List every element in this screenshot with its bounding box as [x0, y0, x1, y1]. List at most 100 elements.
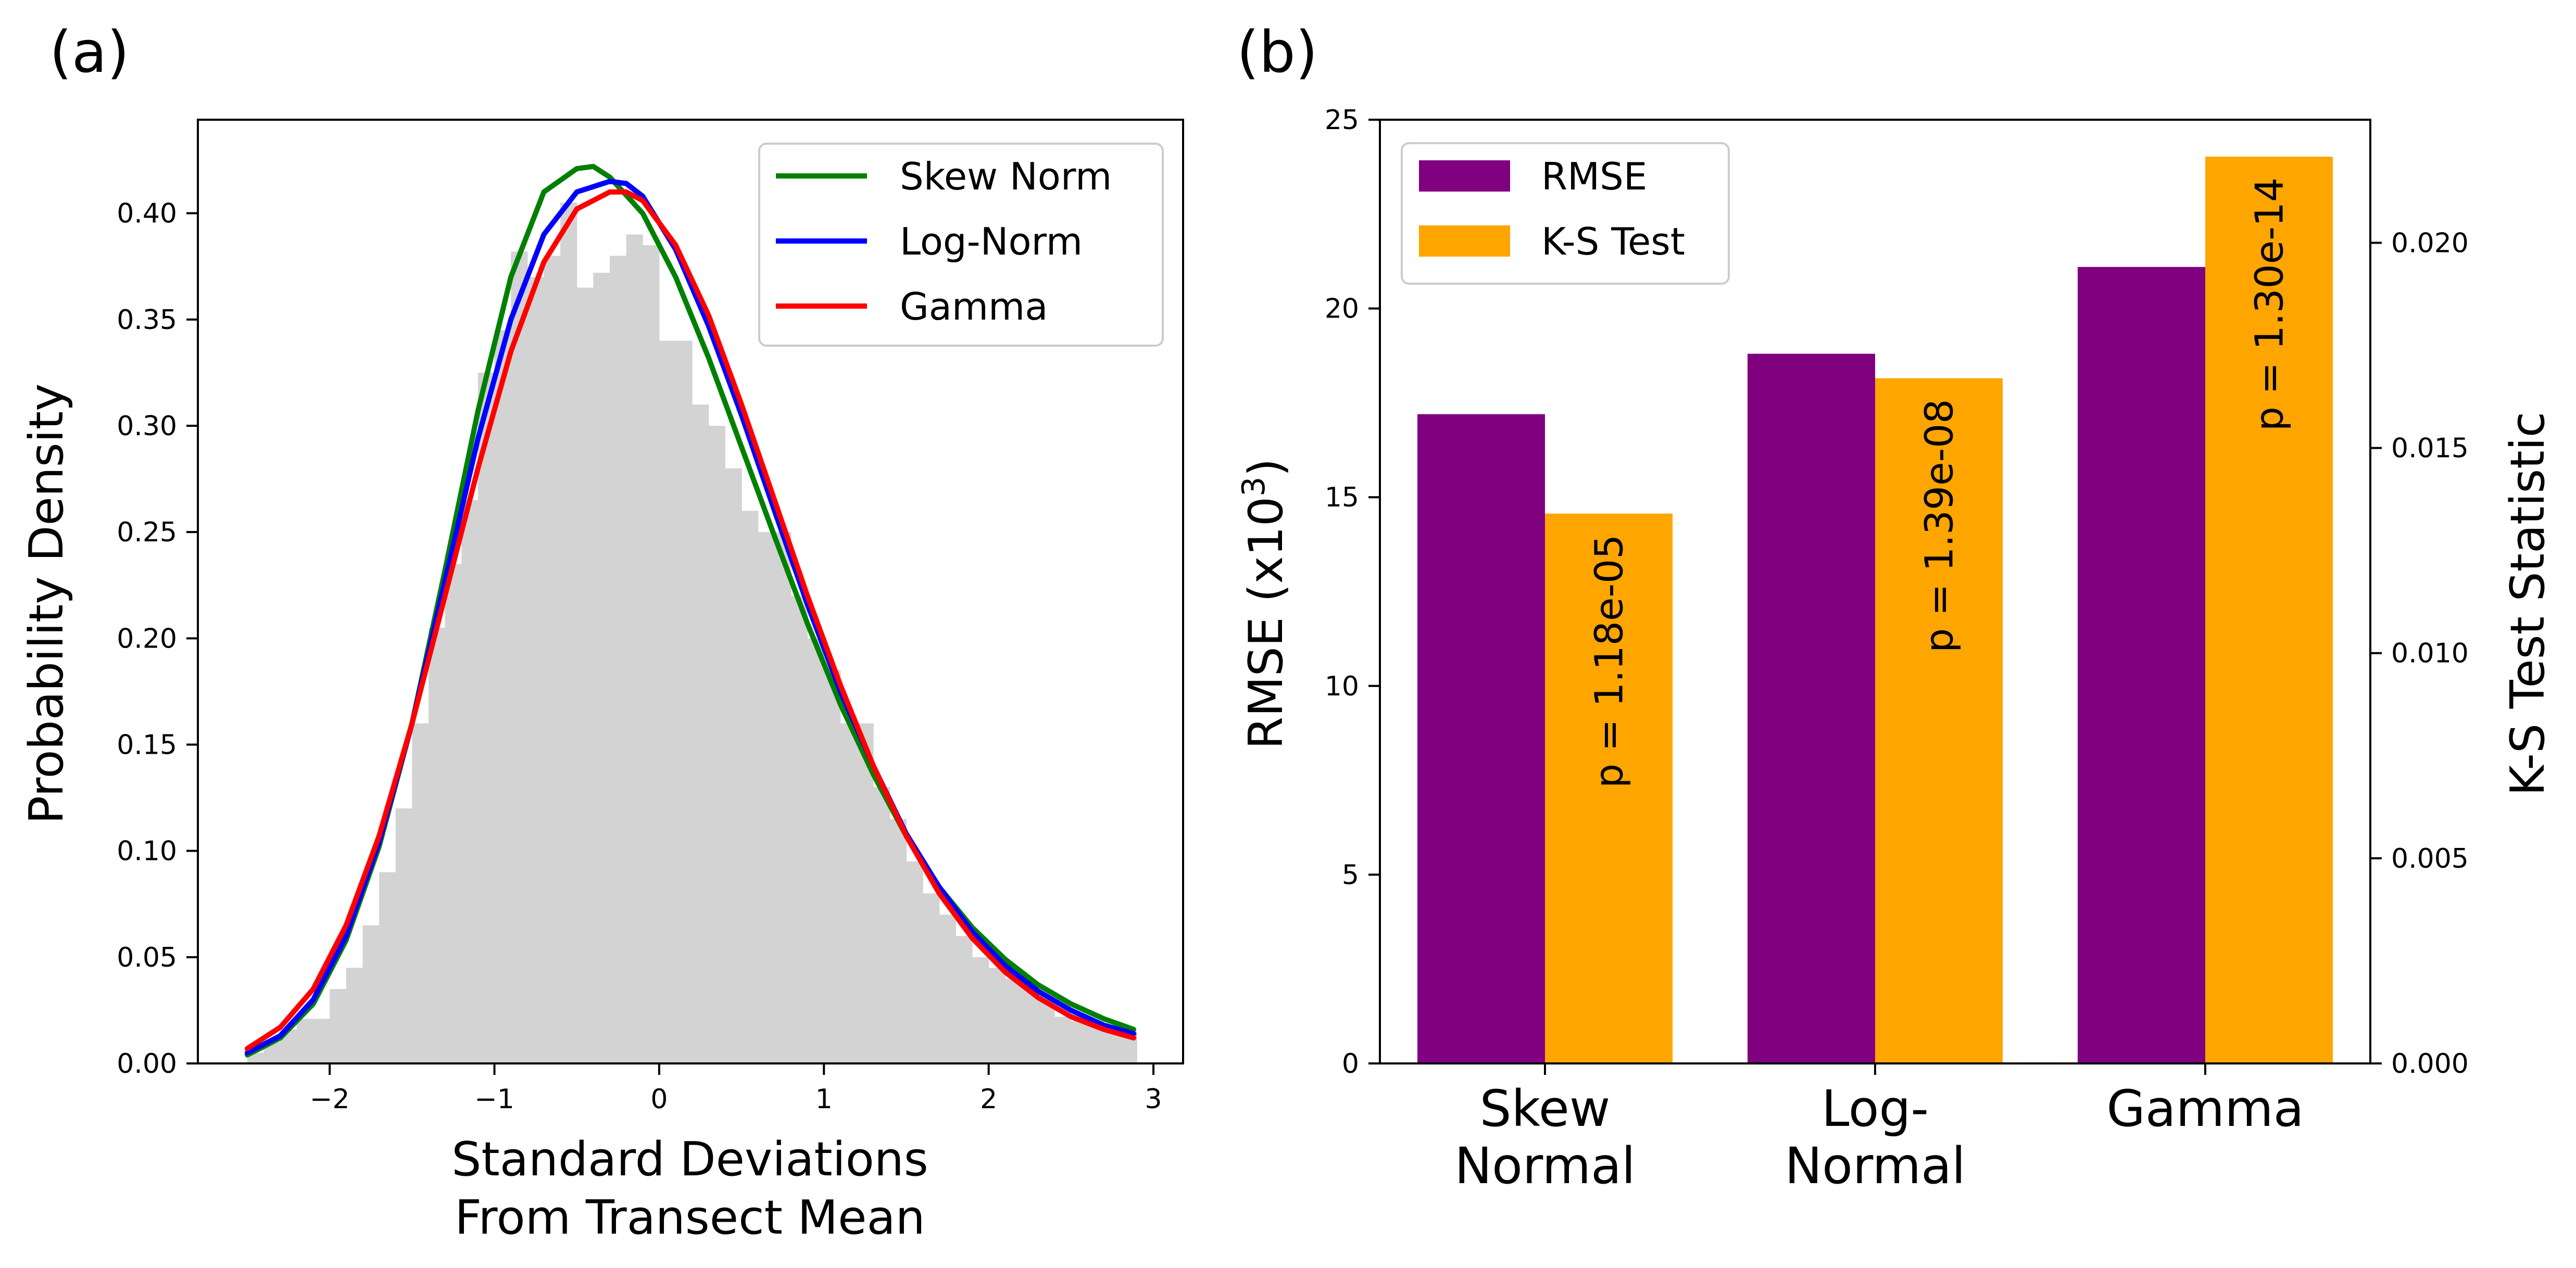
right-y-tick-label: 0.010: [2391, 638, 2469, 669]
p-value-label: p = 1.18e-05: [1587, 535, 1632, 788]
bar-ks-test: [2205, 156, 2333, 1063]
panel-b: (b) p = 1.18e-05 p = 1.39e-08 p = 1.30e-14…: [1236, 19, 2555, 1195]
category-label: Log-: [1821, 1080, 1929, 1138]
x-axis-label-line1: Standard Deviations: [451, 1132, 928, 1187]
left-y-tick-label: 5: [1342, 859, 1359, 891]
histogram-bar: [790, 595, 808, 1063]
density-lines: [244, 163, 1137, 1058]
y-tick-label: 0.20: [117, 623, 177, 654]
histogram-bar: [659, 340, 676, 1063]
x-tick-label: 1: [815, 1084, 833, 1115]
right-y-tick-label: 0.005: [2391, 843, 2469, 874]
histogram-bar: [708, 426, 726, 1063]
p-value-label: p = 1.39e-08: [1917, 399, 1962, 653]
x-axis-ticks: −2 −1 0 1 2 3: [310, 1063, 1162, 1115]
plot-a-frame: [197, 119, 1184, 1064]
bar-ks-test: [1545, 513, 1673, 1063]
histogram-bar: [923, 893, 940, 1063]
histogram-bar: [330, 989, 347, 1063]
y-tick-label: 0.35: [117, 305, 177, 336]
right-y-axis-ticks: 0.000 0.005 0.010 0.015 0.020: [2370, 227, 2469, 1080]
histogram-bar: [1038, 999, 1055, 1063]
histogram-bar: [758, 532, 775, 1063]
histogram-bar: [889, 819, 907, 1063]
histogram-bar: [807, 638, 824, 1063]
histogram-bar: [988, 968, 1006, 1063]
histogram-bar: [906, 861, 923, 1063]
left-y-axis-label: RMSE (x103): [1236, 459, 1293, 750]
legend-a: Skew Norm Log-Norm Gamma: [758, 143, 1164, 347]
panel-a-label: (a): [49, 19, 129, 85]
histogram-bar: [461, 500, 479, 1063]
histogram-bar: [593, 273, 610, 1063]
histogram-bar: [626, 234, 643, 1063]
histogram-bar: [1087, 1025, 1104, 1063]
histogram-bar: [428, 627, 446, 1063]
left-y-tick-label: 10: [1325, 671, 1359, 702]
right-y-tick-label: 0.015: [2391, 433, 2469, 464]
histogram-bar: [477, 372, 495, 1063]
p-value-label: p = 1.30e-14: [2247, 177, 2292, 431]
bar-rmse: [1417, 414, 1545, 1063]
y-tick-label: 0.10: [117, 836, 177, 867]
left-y-tick-label: 0: [1342, 1048, 1359, 1080]
left-y-tick-label: 25: [1325, 105, 1359, 136]
histogram-bar: [692, 404, 709, 1063]
legend-label: RMSE: [1541, 155, 1647, 198]
histogram-bar: [857, 723, 874, 1063]
histogram-bar: [675, 340, 693, 1063]
panel-a: (a) −2 −1 0 1 2 3 0.00 0.05 0.10 0.15 0.20 0.25 0.3…: [19, 19, 1184, 1245]
histogram: [247, 202, 1138, 1064]
x-axis-label-line2: From Transect Mean: [455, 1190, 925, 1245]
legend-swatch: [1419, 160, 1510, 192]
histogram-bar: [511, 251, 528, 1064]
histogram-bar: [956, 936, 973, 1063]
y-tick-label: 0.30: [117, 411, 177, 442]
left-y-tick-label: 20: [1325, 294, 1359, 325]
y-axis-ticks: 0.00 0.05 0.10 0.15 0.20 0.25 0.30 0.35 0.40: [117, 198, 198, 1080]
category-label: Normal: [1785, 1137, 1965, 1195]
left-y-axis-ticks: 0 5 10 15 20 25: [1325, 105, 1380, 1080]
histogram-bar: [362, 925, 380, 1063]
histogram-bar: [494, 330, 511, 1063]
histogram-bar: [840, 723, 858, 1063]
y-tick-label: 0.25: [117, 517, 177, 548]
y-axis-label: Probability Density: [19, 384, 74, 825]
histogram-bar: [643, 245, 660, 1064]
right-y-tick-label: 0.000: [2391, 1048, 2469, 1080]
category-label: Skew: [1480, 1080, 1611, 1138]
p-value-annotations: p = 1.18e-05 p = 1.39e-08 p = 1.30e-14: [1587, 177, 2292, 788]
legend-label: Log-Norm: [900, 220, 1083, 263]
x-tick-label: 3: [1145, 1084, 1162, 1115]
histogram-bar: [774, 532, 791, 1063]
y-tick-label: 0.00: [117, 1048, 177, 1080]
y-tick-label: 0.05: [117, 942, 177, 973]
x-tick-label: −2: [310, 1084, 350, 1115]
right-y-tick-label: 0.020: [2391, 227, 2469, 259]
panel-b-label: (b): [1237, 19, 1318, 85]
right-y-axis-label: K-S Test Statistic: [2500, 412, 2555, 796]
histogram-bar: [395, 808, 412, 1063]
histogram-bar: [296, 1019, 314, 1063]
histogram-bar: [725, 468, 742, 1063]
legend-b: RMSE K-S Test: [1401, 142, 1730, 285]
histogram-bar: [379, 872, 396, 1063]
bar-ks-test: [1875, 378, 2003, 1063]
histogram-bar: [742, 511, 759, 1064]
legend-label: K-S Test: [1541, 220, 1685, 263]
legend-swatch: [1419, 225, 1510, 257]
histogram-bar: [313, 1019, 330, 1063]
bar-rmse: [2078, 267, 2205, 1063]
histogram-bar: [1054, 1017, 1072, 1063]
series-line-gamma: [244, 189, 1137, 1051]
category-label: Gamma: [2106, 1080, 2304, 1138]
y-tick-label: 0.40: [117, 198, 177, 230]
histogram-bar: [609, 256, 627, 1063]
histogram-bar: [527, 277, 545, 1063]
histogram-bar: [1071, 1021, 1088, 1063]
x-tick-label: −1: [474, 1084, 514, 1115]
histogram-bar: [1005, 978, 1022, 1063]
histogram-bar: [939, 915, 956, 1063]
